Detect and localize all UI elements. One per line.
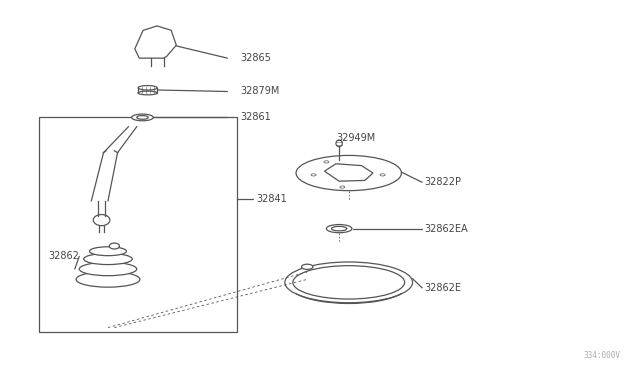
Ellipse shape <box>93 215 110 226</box>
Ellipse shape <box>79 262 137 276</box>
Polygon shape <box>135 26 176 58</box>
Ellipse shape <box>132 114 154 121</box>
Ellipse shape <box>90 247 127 256</box>
Ellipse shape <box>76 272 140 287</box>
Polygon shape <box>324 164 373 181</box>
Bar <box>39 118 237 333</box>
Ellipse shape <box>380 174 385 176</box>
Ellipse shape <box>138 86 157 90</box>
Ellipse shape <box>84 253 132 264</box>
Ellipse shape <box>311 174 316 176</box>
Ellipse shape <box>324 161 329 163</box>
Ellipse shape <box>138 91 157 95</box>
Text: 32862EA: 32862EA <box>424 224 468 234</box>
Text: 32949M: 32949M <box>336 133 375 143</box>
Ellipse shape <box>326 225 352 233</box>
Text: 32865: 32865 <box>240 53 271 63</box>
Text: 32862: 32862 <box>49 251 79 262</box>
Ellipse shape <box>340 186 345 188</box>
Ellipse shape <box>137 116 148 119</box>
Ellipse shape <box>301 264 313 269</box>
Text: 32841: 32841 <box>256 194 287 204</box>
Text: 32861: 32861 <box>240 112 271 122</box>
Ellipse shape <box>285 262 413 303</box>
Text: 32862E: 32862E <box>424 283 461 293</box>
Ellipse shape <box>332 227 347 231</box>
Ellipse shape <box>336 140 342 147</box>
Text: 32822P: 32822P <box>424 177 461 187</box>
Ellipse shape <box>109 243 120 249</box>
Ellipse shape <box>293 266 404 299</box>
Ellipse shape <box>296 155 401 190</box>
Text: 32879M: 32879M <box>240 87 280 96</box>
Text: 334:000V: 334:000V <box>583 351 620 360</box>
